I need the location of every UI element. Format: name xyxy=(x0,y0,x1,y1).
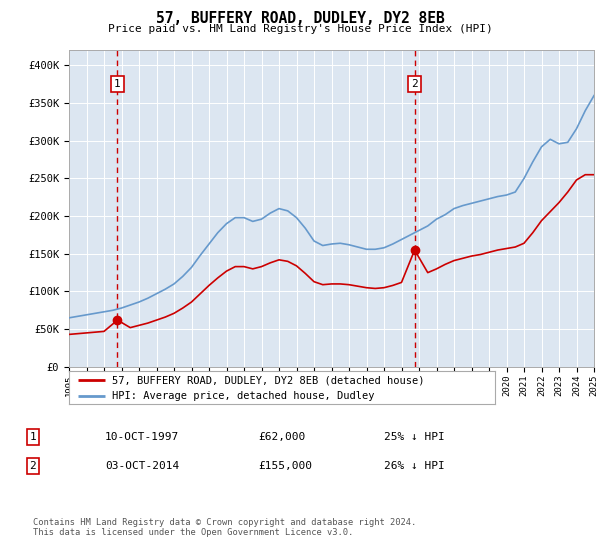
Text: Contains HM Land Registry data © Crown copyright and database right 2024.
This d: Contains HM Land Registry data © Crown c… xyxy=(33,518,416,538)
Text: 1: 1 xyxy=(29,432,37,442)
Text: 57, BUFFERY ROAD, DUDLEY, DY2 8EB: 57, BUFFERY ROAD, DUDLEY, DY2 8EB xyxy=(155,11,445,26)
Text: 2: 2 xyxy=(29,461,37,471)
Text: 26% ↓ HPI: 26% ↓ HPI xyxy=(384,461,445,471)
Text: 25% ↓ HPI: 25% ↓ HPI xyxy=(384,432,445,442)
Text: 57, BUFFERY ROAD, DUDLEY, DY2 8EB (detached house): 57, BUFFERY ROAD, DUDLEY, DY2 8EB (detac… xyxy=(112,375,424,385)
Text: 03-OCT-2014: 03-OCT-2014 xyxy=(105,461,179,471)
Text: £155,000: £155,000 xyxy=(258,461,312,471)
Text: £62,000: £62,000 xyxy=(258,432,305,442)
Text: 2: 2 xyxy=(411,78,418,88)
Text: 10-OCT-1997: 10-OCT-1997 xyxy=(105,432,179,442)
Text: Price paid vs. HM Land Registry's House Price Index (HPI): Price paid vs. HM Land Registry's House … xyxy=(107,24,493,34)
Text: HPI: Average price, detached house, Dudley: HPI: Average price, detached house, Dudl… xyxy=(112,391,374,401)
Text: 1: 1 xyxy=(114,78,121,88)
